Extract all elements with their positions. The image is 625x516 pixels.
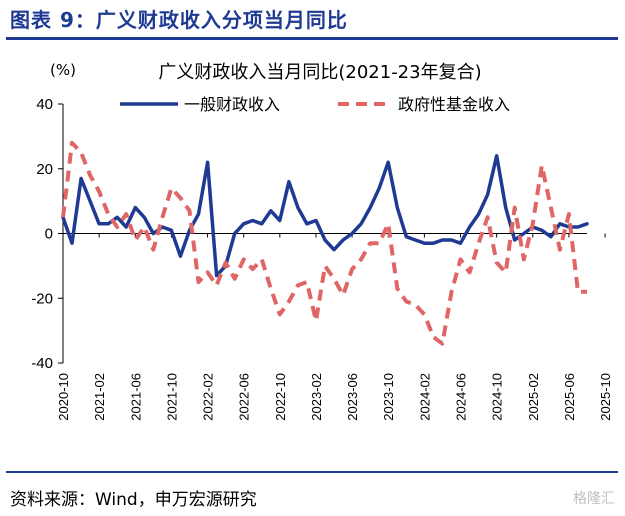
x-tick-label: 2024-10 <box>490 373 505 421</box>
x-tick-label: 2024-06 <box>454 373 469 421</box>
x-tick-label: 2023-06 <box>345 373 360 421</box>
y-tick-label: 40 <box>36 96 53 113</box>
x-tick-label: 2025-10 <box>598 373 613 421</box>
x-tick-label: 2021-10 <box>164 373 179 421</box>
y-axis-unit: (%) <box>50 61 76 79</box>
chart-title: 广义财政收入当月同比(2021-23年复合) <box>158 62 481 83</box>
source-note: 资料来源：Wind，申万宏源研究 <box>10 490 257 510</box>
axes: -40 -20 0 20 40 2020-10 2021-02 2021-06 2021-10 2… <box>31 96 613 421</box>
x-tick-label: 2025-02 <box>526 373 541 421</box>
y-tick-label: 20 <box>36 161 53 178</box>
x-tick-label: 2023-10 <box>381 373 396 421</box>
x-tick-label: 2022-02 <box>201 373 216 421</box>
line-chart: 广义财政收入当月同比(2021-23年复合) (%) 一般财政收入 政府性基金收入… <box>31 61 613 421</box>
y-tick-label: 0 <box>45 226 53 243</box>
figure-title: 图表 9：广义财政收入分项当月同比 <box>10 8 348 32</box>
watermark-text: 格隆汇 <box>573 491 615 507</box>
x-tick-label: 2022-10 <box>273 373 288 421</box>
title-rule <box>6 37 618 40</box>
x-tick-label: 2021-02 <box>92 373 107 421</box>
x-tick-label: 2021-06 <box>128 373 143 421</box>
x-tick-label: 2025-06 <box>562 373 577 421</box>
x-tick-label: 2024-02 <box>417 373 432 421</box>
series-layer <box>61 140 589 346</box>
legend-label: 一般财政收入 <box>184 95 280 114</box>
series-line-general-budget <box>61 154 589 278</box>
legend: 一般财政收入 政府性基金收入 <box>120 95 510 114</box>
x-tick-label: 2022-06 <box>237 373 252 421</box>
y-tick-label: -20 <box>31 290 53 307</box>
x-tick-label: 2020-10 <box>56 373 71 421</box>
x-tick-label: 2023-02 <box>309 373 324 421</box>
y-tick-label: -40 <box>31 355 53 372</box>
legend-label: 政府性基金收入 <box>398 95 510 114</box>
series-line-fund-budget <box>61 140 587 346</box>
source-rule <box>6 471 618 473</box>
